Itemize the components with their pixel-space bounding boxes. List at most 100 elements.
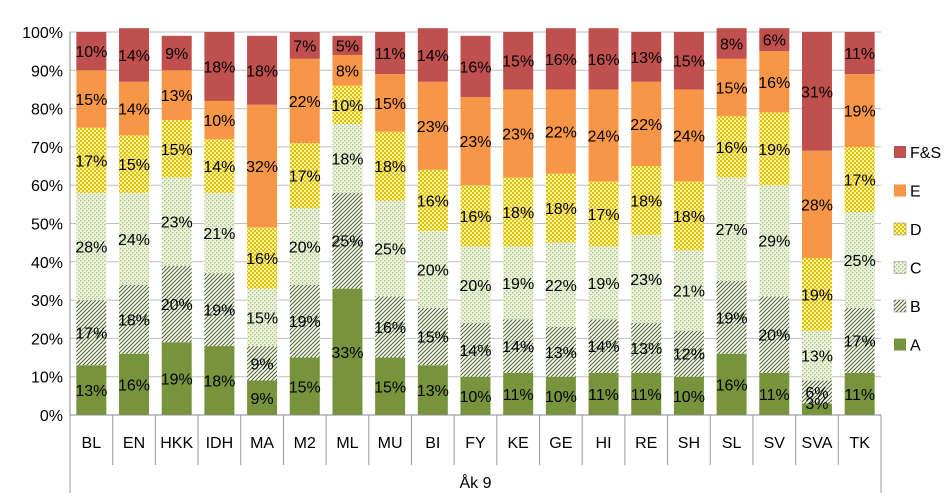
legend-swatch-E (894, 184, 906, 197)
data-label: 31% (801, 84, 833, 101)
y-tick-label: 20% (31, 331, 63, 348)
data-label: 14% (118, 102, 150, 119)
bar-segment-D-KE (503, 177, 534, 247)
y-tick-label: 70% (31, 140, 63, 157)
data-label: 8% (336, 63, 359, 80)
y-tick-label: 30% (31, 293, 63, 310)
data-label: 12% (673, 347, 705, 364)
x-axis: BL EN HKK IDH MA M2 ML MU BI FY KE GE HI RE SH SL SV SVA T… (69, 414, 882, 493)
bar-segment-B-M2 (289, 284, 320, 358)
y-tick-label: 60% (31, 178, 63, 195)
bar-segment-C-SVA (801, 330, 832, 381)
bar-segment-B-SV (759, 296, 790, 373)
data-label: 19% (502, 276, 534, 293)
x-tick-label: EN (123, 435, 145, 452)
bar-segment-A-ML (332, 288, 363, 415)
data-label: 29% (758, 234, 790, 251)
data-label: 10% (331, 98, 363, 115)
data-label: 28% (801, 197, 833, 214)
data-label: 28% (75, 239, 107, 256)
data-label: 17% (75, 326, 107, 343)
bar-segment-B-MA (247, 346, 278, 381)
bar-segment-C-KE (503, 246, 534, 320)
y-tick-label: 80% (31, 102, 63, 119)
data-label: 10% (203, 113, 235, 130)
bar-segment-F&S-SH (673, 32, 704, 90)
bar-segment-C-M2 (289, 208, 320, 285)
bar-segment-A-SL (716, 353, 747, 415)
bar-segment-C-BI (417, 231, 448, 308)
bar-segment-C-HI (588, 246, 619, 320)
data-label: 18% (673, 209, 705, 226)
bar-segment-D-SV (759, 112, 790, 186)
data-label: 16% (716, 140, 748, 157)
data-label: 16% (588, 52, 620, 69)
bar-segment-B-KE (503, 319, 534, 373)
x-tick-label: HKK (160, 435, 193, 452)
data-label: 15% (673, 54, 705, 71)
data-label: 23% (417, 119, 449, 136)
bar-segment-A-SVA (801, 403, 832, 415)
x-tick-label: BI (425, 435, 440, 452)
bar-segment-F&S-EN (119, 28, 150, 82)
bar-segment-F&S-KE (503, 32, 534, 90)
data-label: 14% (203, 159, 235, 176)
data-label: 19% (844, 104, 876, 121)
y-tick-label: 100% (22, 25, 63, 42)
bar-segment-A-SH (673, 376, 704, 415)
bar-segment-C-GE (545, 242, 576, 327)
data-label: 18% (203, 59, 235, 76)
bar-segment-D-HI (588, 181, 619, 247)
data-label: 27% (716, 222, 748, 239)
bar-segment-C-MA (247, 288, 278, 347)
data-label: 6% (805, 385, 828, 402)
data-label: 23% (459, 134, 491, 151)
x-tick-label: SH (678, 435, 700, 452)
data-label: 11% (588, 387, 619, 404)
bar-segment-C-FY (460, 246, 491, 324)
data-label: 13% (630, 341, 662, 358)
data-label: 13% (417, 383, 449, 400)
data-labels: 13% 17% 28% 17% 15% 10% 16% 18% 24% 15% 14% 14% 19% 2… (75, 33, 875, 413)
bar-segment-F&S-TK (844, 32, 875, 75)
data-label: 21% (673, 284, 705, 301)
bar-segment-E-IDH (204, 100, 235, 140)
x-tick-label: KE (508, 435, 529, 452)
data-label: 9% (251, 356, 274, 373)
bar-segment-D-SH (673, 181, 704, 251)
bar-segment-A-M2 (289, 357, 320, 415)
data-label: 22% (545, 125, 577, 142)
bar-segment-D-SL (716, 116, 747, 178)
bar-segment-B-MU (375, 296, 406, 358)
data-label: 25% (844, 253, 876, 270)
data-label: 18% (203, 374, 235, 391)
bar-segment-A-GE (545, 376, 576, 415)
data-label: 23% (630, 272, 662, 289)
legend-swatch-C (893, 261, 907, 274)
data-label: 10% (545, 389, 577, 406)
data-label: 11% (759, 387, 790, 404)
bar-segment-F&S-SL (716, 28, 747, 59)
data-label: 17% (289, 169, 321, 186)
bar-segment-E-SH (673, 89, 704, 182)
bar-segment-B-EN (119, 284, 150, 354)
data-label: 8% (720, 36, 743, 53)
x-tick-label: GE (549, 435, 572, 452)
bar-segment-E-BL (76, 70, 107, 128)
data-label: 24% (118, 232, 150, 249)
data-label: 19% (716, 310, 748, 327)
bar-segment-D-TK (844, 146, 875, 213)
bar-segment-E-GE (545, 89, 576, 174)
bar-segment-A-BL (76, 365, 107, 415)
data-label: 14% (502, 339, 534, 356)
legend-label: A (910, 338, 921, 355)
data-label: 24% (588, 128, 620, 145)
bar-segment-B-SH (673, 330, 704, 377)
x-tick-label: TK (849, 435, 870, 452)
bar-segment-C-IDH (204, 192, 235, 274)
bar-segment-A-HKK (161, 342, 192, 415)
bar-segment-D-BL (76, 127, 107, 193)
bar-segment-E-ML (332, 54, 363, 86)
bar-segment-A-HI (588, 372, 619, 415)
bar-segment-F&S-BI (417, 28, 448, 82)
